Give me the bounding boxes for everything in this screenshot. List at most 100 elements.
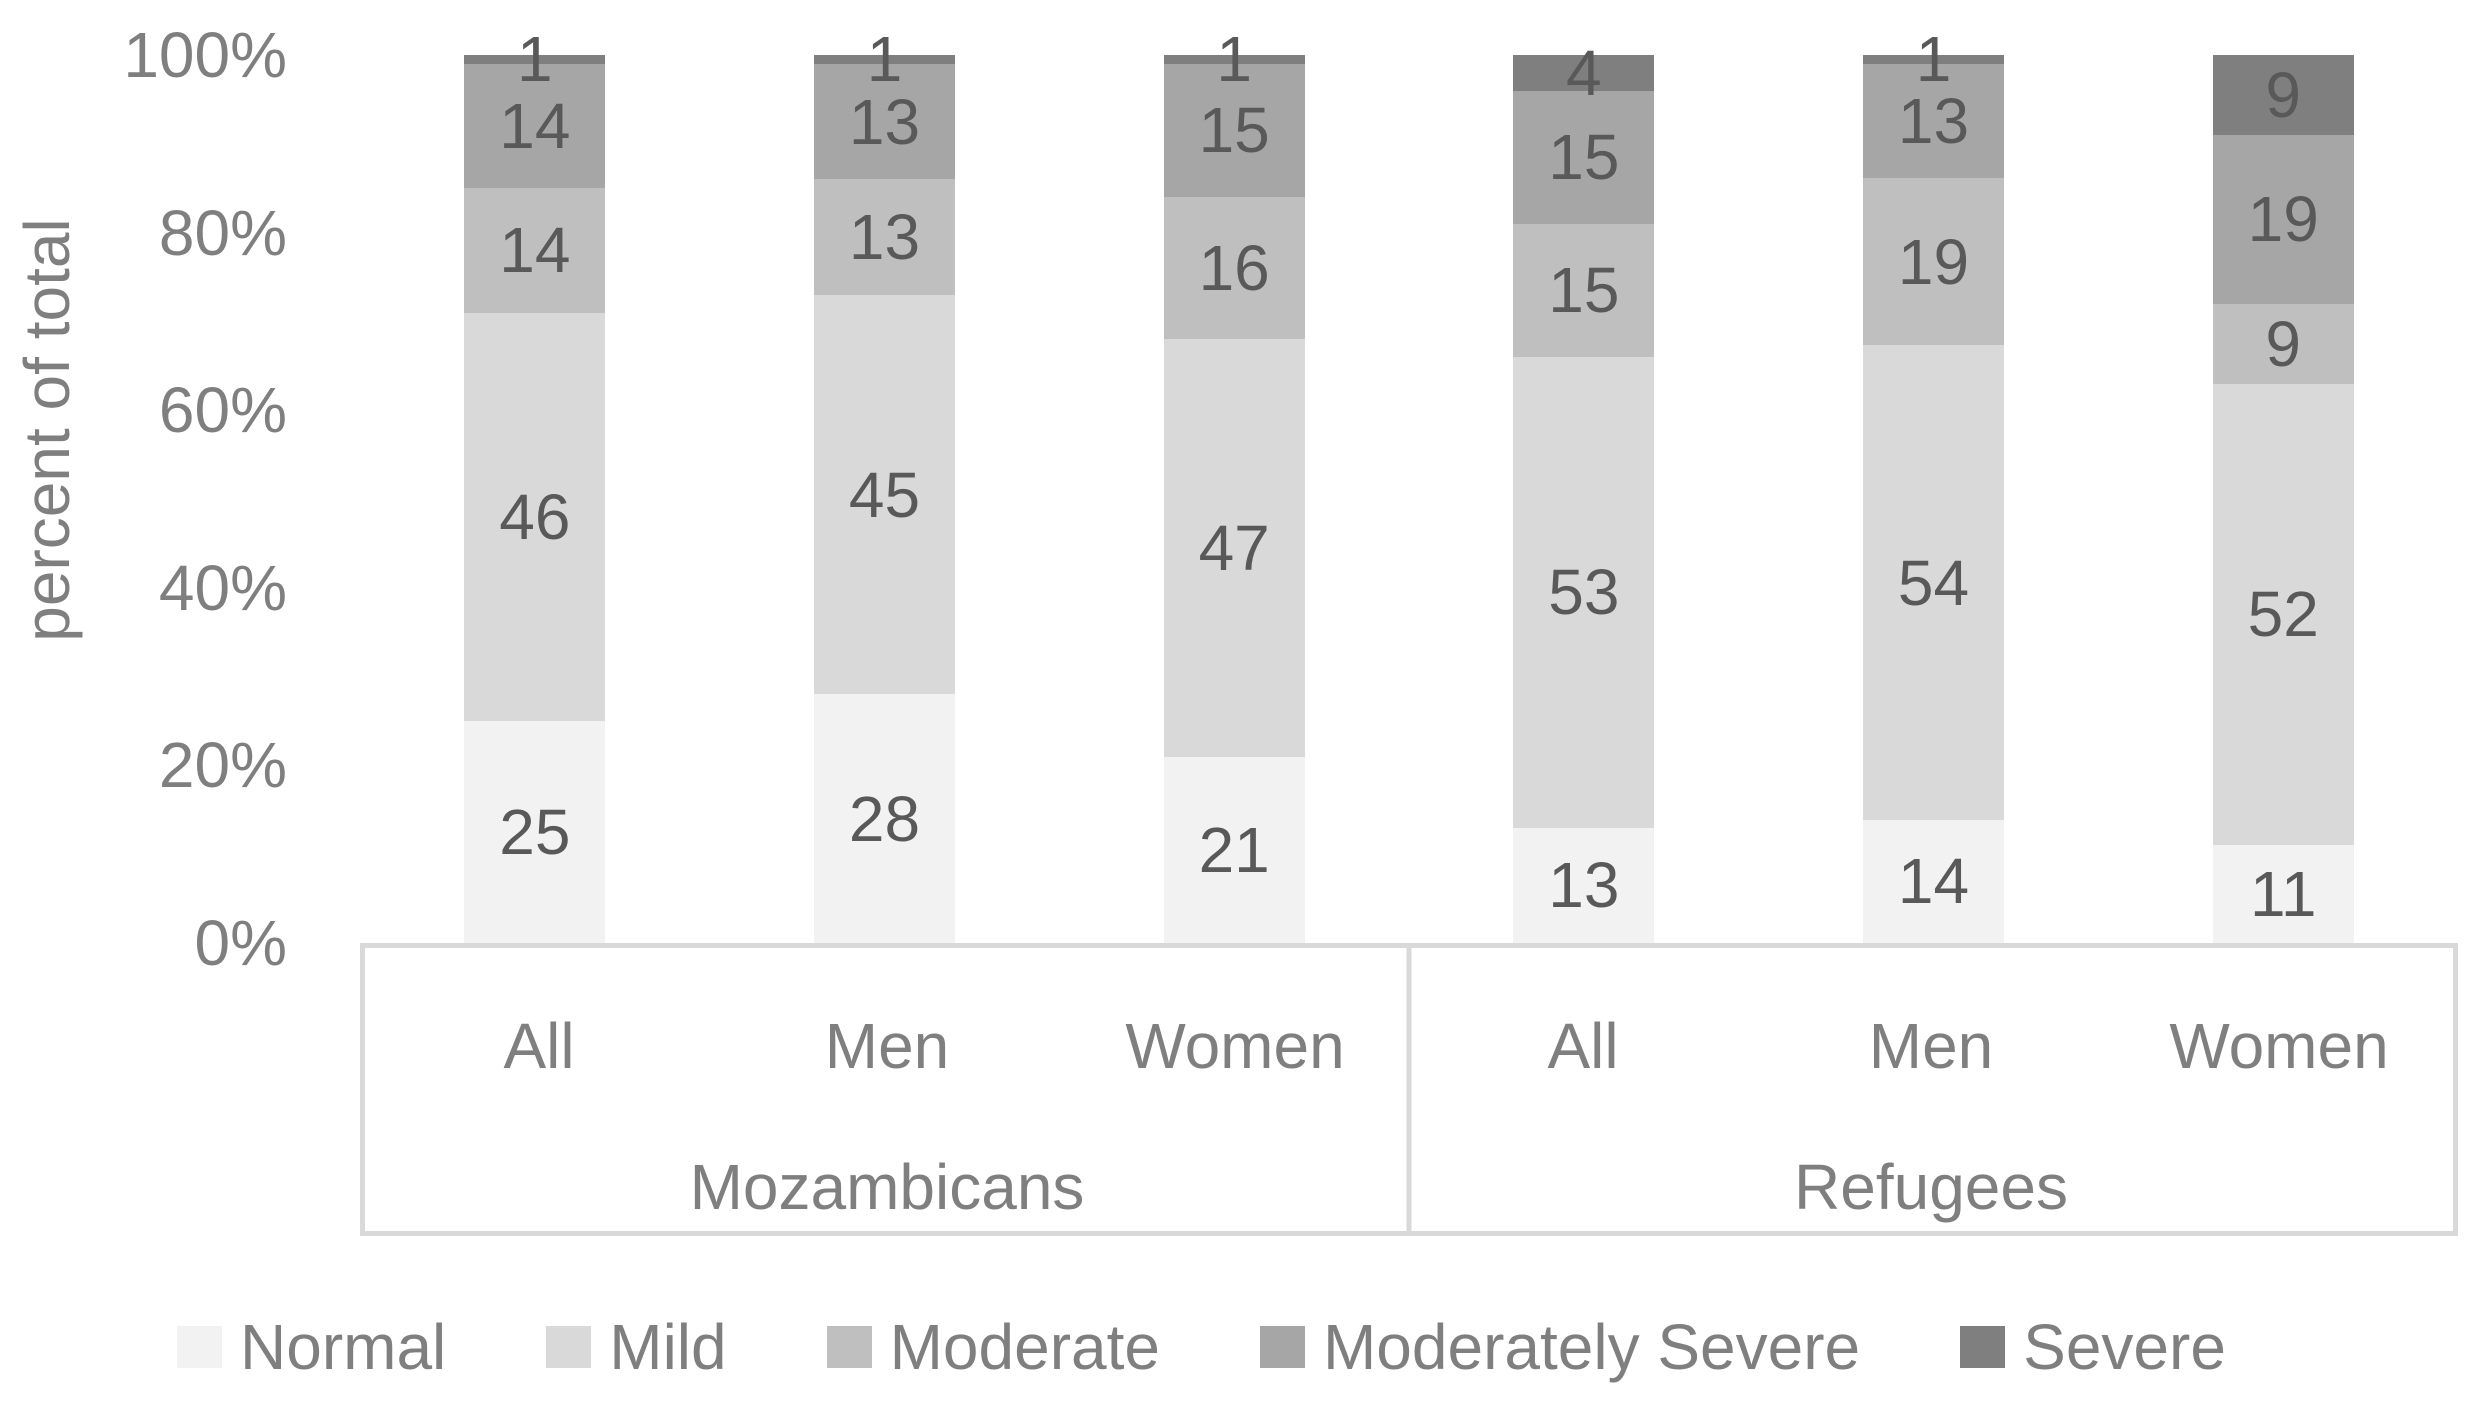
data-label: 28 — [848, 782, 921, 855]
data-label: 21 — [1198, 813, 1270, 886]
data-label: 16 — [1198, 232, 1270, 305]
bar-segment — [1863, 63, 2005, 179]
bar-segment — [1863, 819, 2005, 943]
group-label: Mozambicans — [689, 1151, 1085, 1223]
data-label: 47 — [1198, 511, 1270, 584]
bar-segment — [1163, 55, 1305, 64]
bar-segment — [1163, 339, 1305, 757]
stacked-bar: 1 13 19 54 14 — [1863, 27, 2005, 943]
stacked-bar: 1 15 16 47 21 — [1163, 27, 1305, 943]
bar-segment — [1163, 63, 1305, 198]
bar-segment — [1863, 345, 2005, 820]
legend-swatch-icon — [1960, 1326, 2006, 1368]
data-label: 53 — [1548, 556, 1620, 629]
data-label: 9 — [2265, 307, 2301, 380]
bar-segment — [814, 294, 955, 695]
legend-item: Severe — [1960, 1310, 2226, 1384]
y-tick-label: 0% — [194, 907, 288, 979]
bar-segment — [1513, 827, 1655, 943]
category-label: Men — [1868, 1009, 1994, 1082]
legend-item: Mild — [546, 1310, 727, 1384]
data-label: 19 — [1897, 225, 1970, 298]
data-label: 13 — [848, 85, 921, 158]
legend-label: Moderately Severe — [1322, 1311, 1861, 1383]
data-label: 1 — [517, 23, 553, 96]
bar-slot: 4 15 15 53 13 — [1409, 41, 1759, 943]
bar-segment — [2212, 845, 2354, 943]
bar-segment — [1163, 197, 1305, 340]
plot-area: 1 14 14 46 25 1 13 13 45 28 1 15 16 47 21 4 15 15 53 13 1 13 1… — [360, 27, 2458, 943]
group-label-row: Mozambicans Refugees — [365, 1143, 2453, 1231]
bar-segment — [464, 63, 606, 189]
legend-item: Normal — [177, 1310, 446, 1384]
y-tick-label: 60% — [158, 374, 287, 447]
bar-slot: 1 13 19 54 14 — [1759, 27, 2109, 943]
y-tick-label: 40% — [158, 551, 287, 624]
legend-item: Moderately Severe — [1259, 1310, 1861, 1384]
data-label: 46 — [499, 480, 571, 553]
bar-segment — [2212, 383, 2354, 846]
bar-segment — [814, 55, 955, 64]
legend: Normal Mild Moderate Moderately Severe Sever… — [177, 1310, 2226, 1384]
bar-segment — [2212, 55, 2354, 135]
bar-slot: 1 15 16 47 21 — [1059, 27, 1409, 943]
bar-segment — [814, 694, 955, 943]
bar-slot: 1 13 13 45 28 — [710, 27, 1060, 943]
category-label: All — [503, 1009, 575, 1082]
bar-segment — [1513, 223, 1655, 357]
bar-slot: 9 19 9 52 11 — [2108, 55, 2458, 943]
bar-segment — [2212, 134, 2354, 304]
bar-segment — [1863, 55, 2005, 64]
bar-segment — [464, 188, 606, 313]
data-label: 54 — [1897, 546, 1970, 619]
bar-segment — [1513, 55, 1655, 91]
data-label: 13 — [1548, 849, 1620, 922]
bar-segment — [2212, 303, 2354, 384]
data-label: 14 — [499, 90, 571, 163]
legend-swatch-icon — [546, 1326, 592, 1368]
data-label: 52 — [2247, 578, 2319, 651]
stacked-bar: 9 19 9 52 11 — [2212, 55, 2354, 943]
category-label: Women — [1125, 1009, 1345, 1082]
y-tick-label: 80% — [158, 196, 287, 269]
stacked-bar: 1 13 13 45 28 — [814, 27, 955, 943]
bar-segment — [1513, 356, 1655, 828]
bar-segment — [464, 55, 606, 64]
stacked-bar: 1 14 14 46 25 — [464, 27, 606, 943]
legend-item: Moderate — [826, 1310, 1160, 1384]
category-axis-frame: All Men Women All Men Women Mozambicans Refuge… — [360, 943, 2458, 1236]
bar-segment — [464, 720, 606, 943]
data-label: 11 — [2249, 858, 2317, 931]
category-label-row: All Men Women All Men Women — [365, 948, 2453, 1143]
data-label: 13 — [848, 201, 921, 274]
bar-segment — [1163, 756, 1305, 943]
legend-label: Mild — [609, 1311, 727, 1383]
bar-segment — [814, 179, 955, 295]
legend-swatch-icon — [177, 1326, 222, 1368]
category-label: Men — [824, 1009, 950, 1082]
data-label: 9 — [2265, 58, 2301, 131]
data-label: 1 — [866, 23, 903, 96]
data-label: 15 — [1548, 254, 1620, 327]
bar-segment — [1863, 178, 2005, 346]
data-label: 45 — [848, 458, 921, 531]
data-label: 1 — [1216, 23, 1252, 96]
data-label: 14 — [1897, 845, 1970, 918]
group-divider-line — [1406, 948, 1412, 1231]
data-label: 4 — [1566, 36, 1602, 109]
category-label: All — [1547, 1009, 1619, 1082]
data-label: 14 — [499, 214, 571, 287]
legend-label: Moderate — [889, 1311, 1160, 1383]
category-label: Women — [2169, 1009, 2389, 1082]
data-label: 15 — [1548, 121, 1620, 194]
legend-swatch-icon — [826, 1326, 872, 1368]
data-label: 25 — [499, 796, 571, 868]
bar-segment — [464, 312, 606, 721]
bar-segment — [1513, 90, 1655, 224]
bar-segment — [814, 63, 955, 180]
data-label: 1 — [1915, 23, 1952, 96]
data-label: 13 — [1897, 84, 1970, 157]
bar-slot: 1 14 14 46 25 — [360, 27, 710, 943]
legend-label: Severe — [2023, 1311, 2226, 1383]
